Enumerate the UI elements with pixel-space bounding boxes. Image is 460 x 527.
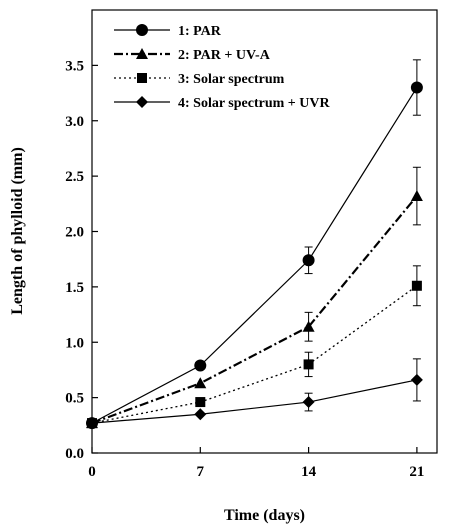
legend-marker bbox=[136, 96, 148, 108]
legend-label: 4: Solar spectrum + UVR bbox=[178, 96, 330, 111]
data-point bbox=[195, 397, 206, 408]
data-point bbox=[410, 190, 423, 202]
y-tick-label: 2.0 bbox=[65, 225, 84, 241]
series-4 bbox=[86, 358, 423, 430]
legend-item: 2: PAR + UV-A bbox=[114, 48, 271, 63]
y-tick-label: 1.0 bbox=[65, 335, 84, 351]
series-line bbox=[91, 379, 418, 424]
y-tick-label: 3.0 bbox=[65, 114, 84, 130]
x-tick-label: 14 bbox=[301, 464, 317, 480]
data-point bbox=[302, 320, 315, 332]
series-3 bbox=[87, 265, 422, 429]
legend-item: 4: Solar spectrum + UVR bbox=[114, 96, 330, 111]
y-tick-label: 2.5 bbox=[65, 169, 84, 185]
y-axis-label: Length of phylloid (mm) bbox=[9, 147, 26, 315]
data-point bbox=[194, 359, 207, 372]
data-point bbox=[411, 280, 422, 291]
legend-marker bbox=[136, 24, 148, 36]
data-point bbox=[194, 408, 207, 421]
legend-label: 2: PAR + UV-A bbox=[178, 48, 271, 63]
x-tick-label: 0 bbox=[88, 464, 96, 480]
data-point bbox=[303, 359, 314, 370]
data-point bbox=[302, 396, 315, 409]
x-tick-label: 7 bbox=[197, 464, 205, 480]
legend-label: 1: PAR bbox=[178, 24, 222, 39]
axis-ticks: 0.0 0.5 1.0 1.5 2.0 2.5 3.0 3.5 0 7 14 21 bbox=[65, 58, 424, 480]
legend-marker bbox=[137, 73, 147, 83]
data-point bbox=[302, 254, 315, 267]
legend-marker bbox=[136, 48, 148, 59]
data-point bbox=[194, 377, 207, 389]
data-point bbox=[410, 81, 423, 94]
series-line bbox=[91, 195, 418, 425]
y-tick-label: 1.5 bbox=[65, 280, 84, 296]
y-tick-label: 3.5 bbox=[65, 58, 84, 74]
legend: 1: PAR 2: PAR + UV-A 3: Solar spectrum 4: S… bbox=[114, 24, 330, 111]
legend-label: 3: Solar spectrum bbox=[178, 72, 285, 87]
legend-item: 1: PAR bbox=[114, 24, 222, 39]
data-point bbox=[410, 373, 423, 386]
y-tick-label: 0.0 bbox=[65, 446, 84, 462]
x-tick-label: 21 bbox=[409, 464, 424, 480]
x-axis-label: Time (days) bbox=[224, 507, 305, 524]
series-1 bbox=[86, 59, 423, 430]
series-line bbox=[91, 87, 418, 424]
legend-item: 3: Solar spectrum bbox=[114, 72, 285, 87]
series-layer bbox=[86, 59, 423, 430]
data-point bbox=[86, 417, 98, 430]
y-tick-label: 0.5 bbox=[65, 391, 84, 407]
series-line bbox=[91, 285, 418, 424]
